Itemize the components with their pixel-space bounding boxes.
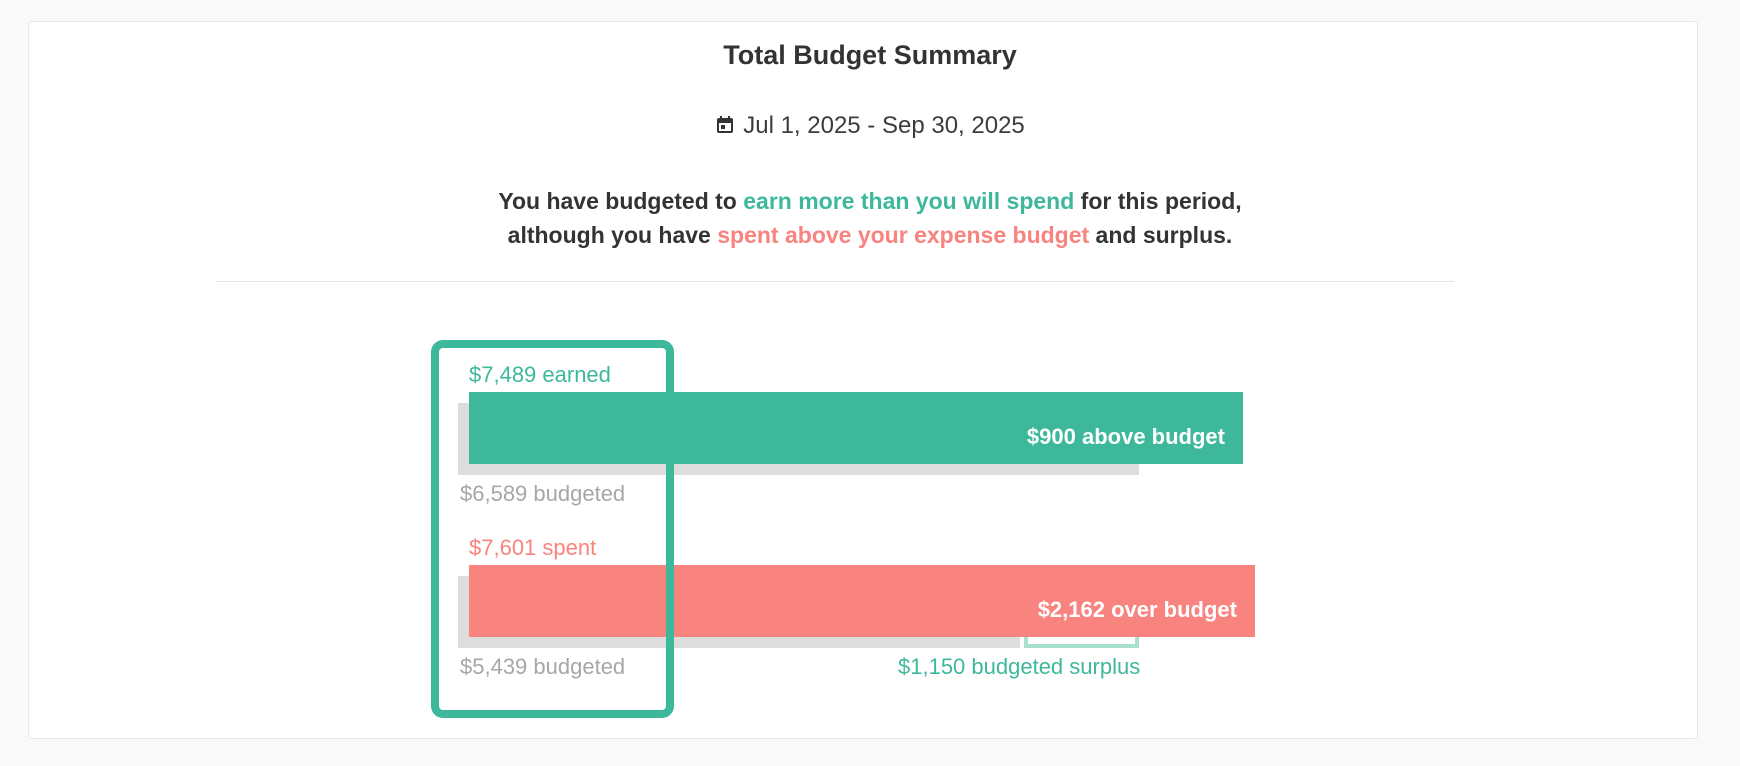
expense-spent-label: $7,601 spent — [469, 535, 597, 560]
calendar-icon — [717, 116, 734, 133]
income-variance-label: $900 above budget — [1026, 424, 1225, 449]
income-actual-bar: $900 above budget — [469, 392, 1243, 464]
date-range-text: Jul 1, 2025 - Sep 30, 2025 — [743, 112, 1025, 139]
divider — [216, 281, 1454, 282]
summary-line-1: You have budgeted to earn more than you … — [0, 184, 1740, 218]
summary-text: You have budgeted to earn more than you … — [0, 184, 1740, 252]
page-title: Total Budget Summary — [723, 40, 1017, 70]
summary-line-1-prefix: You have budgeted to — [498, 188, 744, 214]
summary-line-2: although you have spent above your expen… — [0, 218, 1740, 252]
summary-spent-highlight: spent above your expense budget — [717, 222, 1090, 248]
income-earned-label: $7,489 earned — [469, 362, 611, 387]
date-range: Jul 1, 2025 - Sep 30, 2025 — [0, 112, 1740, 140]
expense-budgeted-label: $5,439 budgeted — [460, 654, 626, 679]
surplus-label: $1,150 budgeted surplus — [898, 654, 1141, 679]
summary-line-1-suffix: for this period, — [1074, 188, 1242, 214]
summary-line-2-prefix: although you have — [507, 222, 718, 248]
expense-actual-bar: $2,162 over budget — [469, 565, 1255, 637]
summary-line-2-suffix: and surplus. — [1089, 222, 1233, 248]
expense-variance-label: $2,162 over budget — [1037, 597, 1237, 622]
actual-values-highlight — [431, 340, 674, 718]
summary-earn-highlight: earn more than you will spend — [743, 188, 1075, 214]
income-budgeted-label: $6,589 budgeted — [460, 481, 626, 506]
